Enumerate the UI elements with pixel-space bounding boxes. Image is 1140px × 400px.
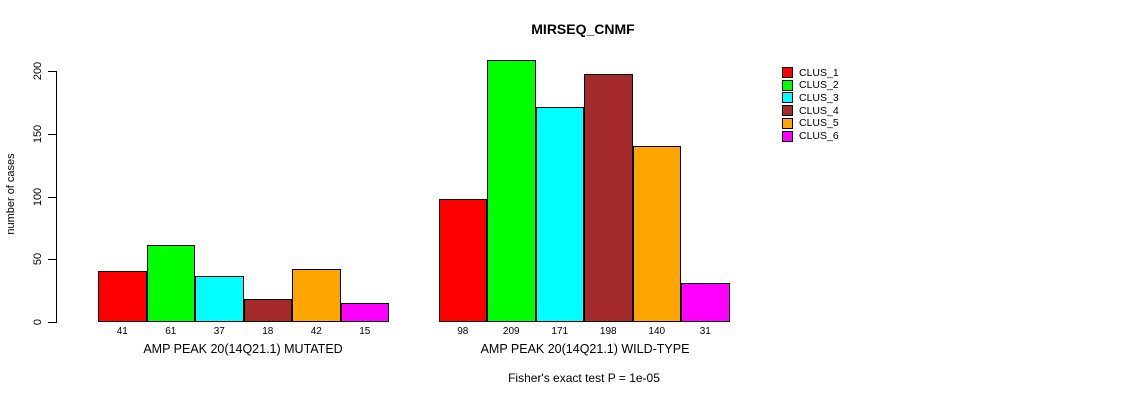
legend-label: CLUS_3 — [799, 91, 839, 104]
y-axis-title: number of cases — [5, 153, 17, 235]
y-axis-tick — [48, 133, 56, 135]
legend-item-clus_2: CLUS_2 — [782, 79, 839, 92]
legend-swatch — [782, 67, 793, 78]
bar-clus_3 — [195, 275, 244, 322]
legend-swatch — [782, 117, 793, 129]
legend-item-clus_6: CLUS_6 — [782, 130, 839, 142]
y-axis-tick-label: 0 — [32, 318, 44, 326]
chart-title: MIRSEQ_CNMF — [531, 21, 635, 37]
bar-value-label: 42 — [310, 326, 322, 337]
bar-clus_1 — [98, 270, 147, 322]
y-axis-tick-label: 200 — [32, 61, 44, 81]
bar-value-label: 98 — [457, 326, 469, 337]
bar-value-label: 37 — [213, 326, 225, 337]
legend-label: CLUS_4 — [799, 104, 839, 117]
bar-value-label: 41 — [116, 326, 128, 337]
legend-swatch — [782, 130, 793, 142]
bar-clus_5 — [292, 269, 341, 322]
bar-value-label: 18 — [262, 326, 274, 337]
bar-clus_3 — [535, 107, 584, 322]
bar-clus_4 — [584, 73, 633, 322]
bar-clus_6 — [340, 303, 389, 322]
bar-value-label: 15 — [359, 326, 371, 337]
bar-clus_2 — [146, 245, 195, 322]
legend-item-clus_4: CLUS_4 — [782, 104, 839, 117]
legend-item-clus_1: CLUS_1 — [782, 66, 839, 79]
fisher-test-annotation: Fisher's exact test P = 1e-05 — [508, 371, 660, 385]
bar-clus_6 — [681, 283, 730, 322]
legend-item-clus_3: CLUS_3 — [782, 91, 839, 104]
group-label-wild-type: AMP PEAK 20(14Q21.1) WILD-TYPE — [480, 342, 690, 356]
legend-swatch — [782, 79, 793, 91]
legend-swatch — [782, 92, 793, 104]
legend-item-clus_5: CLUS_5 — [782, 117, 839, 130]
bar-clus_2 — [487, 59, 536, 322]
group-label-mutated: AMP PEAK 20(14Q21.1) MUTATED — [143, 342, 343, 356]
bar-value-label: 171 — [551, 326, 569, 337]
y-axis-tick-label: 50 — [32, 253, 44, 266]
legend-swatch — [782, 105, 793, 117]
y-axis-line — [56, 71, 57, 323]
bar-value-label: 31 — [699, 326, 711, 337]
bar-value-label: 198 — [599, 326, 617, 337]
y-axis-tick-label: 100 — [32, 187, 44, 206]
y-axis-tick-label: 150 — [32, 124, 44, 143]
bar-value-label: 140 — [648, 326, 666, 337]
y-axis-tick — [48, 71, 56, 72]
legend-label: CLUS_5 — [799, 117, 839, 130]
bar-clus_5 — [632, 146, 681, 322]
y-axis-tick — [48, 259, 56, 261]
legend-label: CLUS_1 — [799, 66, 839, 79]
y-axis-tick — [48, 196, 56, 198]
bar-clus_1 — [438, 199, 487, 322]
y-axis-tick — [48, 322, 56, 323]
bar-value-label: 209 — [502, 326, 520, 337]
bar-value-label: 61 — [165, 326, 177, 337]
legend-label: CLUS_6 — [799, 130, 839, 142]
bar-clus_4 — [243, 299, 292, 322]
legend-label: CLUS_2 — [799, 79, 839, 92]
